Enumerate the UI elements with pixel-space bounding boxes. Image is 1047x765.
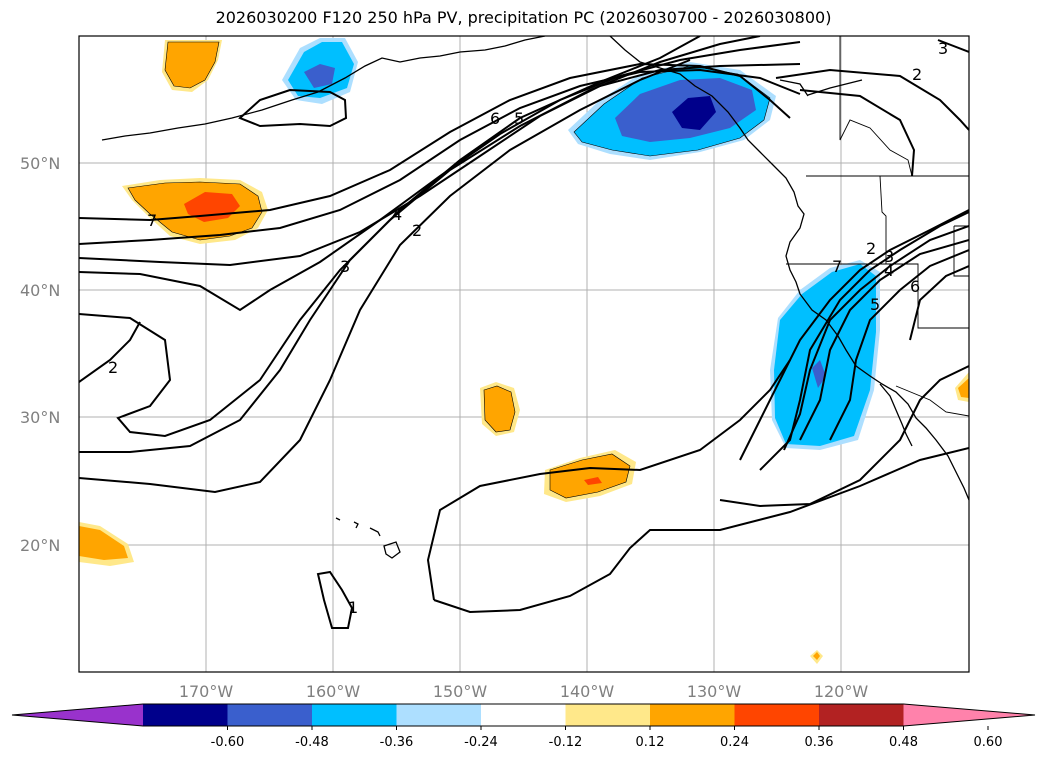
contour-label: 3 — [884, 247, 894, 266]
contour-label: 3 — [340, 257, 350, 276]
lon-label: 140°W — [560, 682, 615, 701]
lat-label: 40°N — [20, 281, 60, 300]
colorbar-segment — [143, 704, 228, 726]
colorbar-tick-label: -0.36 — [380, 735, 414, 750]
lon-label: 120°W — [814, 682, 869, 701]
colorbar-tick-label: 0.48 — [889, 735, 918, 750]
colorbar-tick-label: -0.60 — [211, 735, 245, 750]
colorbar-outline — [11, 703, 1036, 727]
contour-label: 1 — [348, 598, 358, 617]
colorbar-segment — [565, 704, 651, 726]
contour-label: 3 — [938, 39, 948, 58]
lon-label: 150°W — [433, 682, 488, 701]
latitude-labels: 50°N 40°N 30°N 20°N — [20, 154, 60, 555]
contour-label: 7 — [147, 211, 157, 230]
colorbar-segment — [396, 704, 482, 726]
lon-label: 160°W — [306, 682, 361, 701]
colorbar-tick-label: 0.36 — [805, 735, 834, 750]
contour-label: 6 — [490, 109, 500, 128]
colorbar-segment — [481, 704, 566, 726]
colorbar-segment — [650, 704, 735, 726]
shade-outlines — [127, 41, 771, 499]
colorbar-segment — [312, 704, 397, 726]
contour-label: 2 — [866, 239, 876, 258]
contour-label: 5 — [870, 295, 880, 314]
colorbar-segment — [819, 704, 904, 726]
longitude-labels: 170°W 160°W 150°W 140°W 130°W 120°W — [179, 682, 869, 701]
colorbar-extend-low — [12, 704, 143, 726]
colorbar: -0.60 -0.48 -0.36 -0.24 -0.12 0.12 0.24 0.36 0.4… — [11, 703, 1036, 750]
colorbar-segment — [227, 704, 313, 726]
pv-contours — [79, 36, 969, 629]
map-border — [78, 35, 970, 673]
contour-label: 7 — [832, 257, 842, 276]
contour-label: 4 — [392, 205, 402, 224]
contour-label: 2 — [912, 65, 922, 84]
contour-label: 2 — [108, 358, 118, 377]
colorbar-tick-label: -0.12 — [549, 735, 583, 750]
political-boundaries — [786, 36, 969, 417]
contour-label: 2 — [412, 221, 422, 240]
contour-label: 4 — [884, 261, 894, 280]
contour-label: 6 — [910, 277, 920, 296]
lat-label: 30°N — [20, 408, 60, 427]
lon-label: 170°W — [179, 682, 234, 701]
precip-positive-areas — [79, 40, 969, 664]
colorbar-tick-label: -0.48 — [295, 735, 329, 750]
lat-label: 50°N — [20, 154, 60, 173]
map-title: 2026030200 F120 250 hPa PV, precipitatio… — [215, 8, 832, 27]
coastlines — [101, 36, 969, 559]
colorbar-extend-high — [903, 704, 1035, 726]
colorbar-tick-label: -0.24 — [464, 735, 498, 750]
lat-label: 20°N — [20, 536, 60, 555]
colorbar-tick-label: 0.24 — [720, 735, 749, 750]
lon-label: 130°W — [687, 682, 742, 701]
colorbar-tick-label: 0.12 — [636, 735, 665, 750]
contour-labels: 2 7 4 2 3 6 5 3 2 3 4 5 6 7 2 1 — [108, 39, 948, 617]
colorbar-segment — [734, 704, 820, 726]
contour-label: 5 — [514, 109, 524, 128]
colorbar-tick-label: 0.60 — [974, 735, 1003, 750]
